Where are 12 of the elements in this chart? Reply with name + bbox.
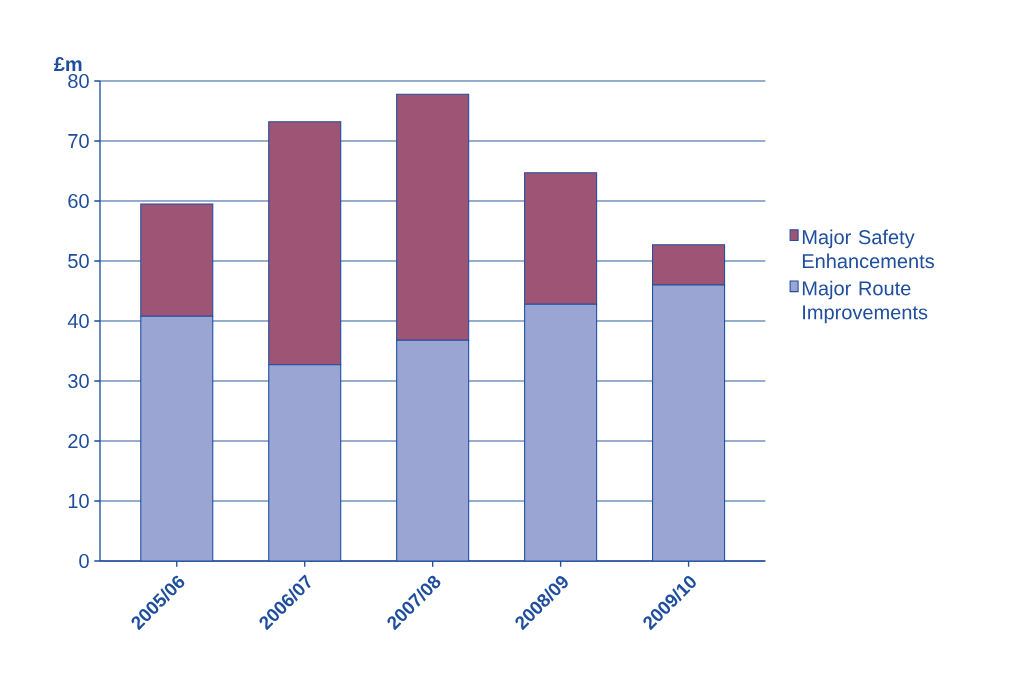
legend-label: Major Route Improvements [802, 280, 928, 324]
y-axis-title: £m [54, 56, 82, 71]
y-tick-label: 0 [79, 553, 89, 569]
y-tick-label: 80 [68, 73, 89, 89]
y-tick-label: 60 [68, 193, 89, 209]
y-tick-label: 50 [68, 253, 89, 269]
y-tick-label: 10 [68, 493, 89, 509]
y-tick-label: 30 [68, 373, 89, 389]
y-tick-label: 70 [68, 133, 89, 149]
y-tick-label: 20 [68, 433, 89, 449]
y-tick-label: 40 [67, 313, 89, 329]
legend-label: Major Safety Enhancements [802, 229, 934, 269]
